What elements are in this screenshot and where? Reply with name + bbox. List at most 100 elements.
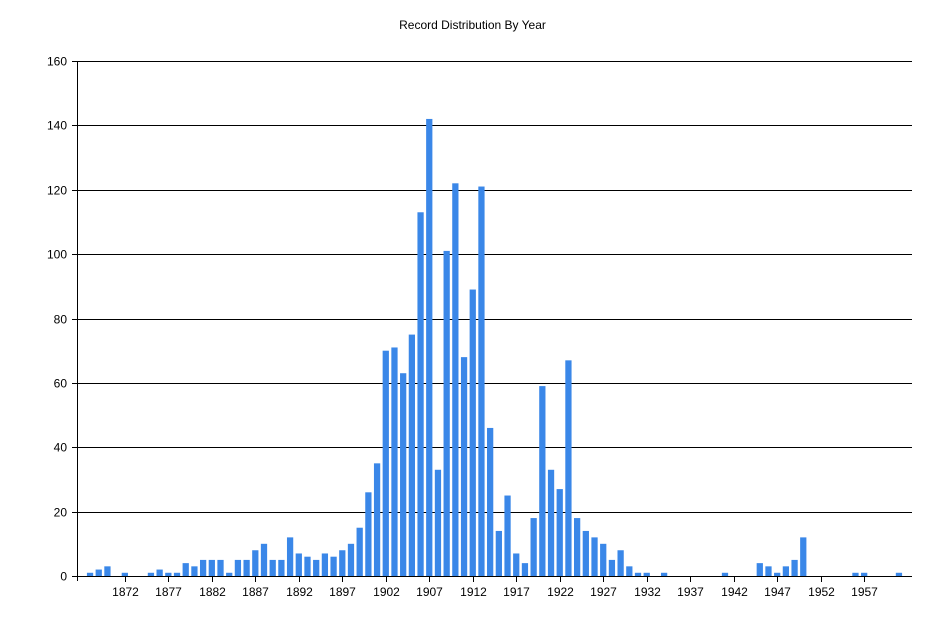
x-tick-label: 1957 xyxy=(851,585,878,599)
x-tick-label: 1937 xyxy=(677,585,704,599)
bar xyxy=(765,566,772,576)
x-tick-label: 1882 xyxy=(199,585,226,599)
x-tick-label: 1892 xyxy=(286,585,313,599)
bar xyxy=(286,537,294,577)
bar xyxy=(547,469,555,576)
bar xyxy=(895,572,903,576)
x-tick-label: 1912 xyxy=(460,585,487,599)
bar xyxy=(252,550,259,576)
bar xyxy=(452,183,459,576)
bar xyxy=(156,569,163,576)
y-tick-label: 20 xyxy=(54,506,68,520)
bar xyxy=(400,373,407,576)
bar xyxy=(426,118,433,576)
bar xyxy=(600,543,607,576)
bar xyxy=(513,553,520,576)
x-tick-label: 1887 xyxy=(242,585,269,599)
bar xyxy=(434,469,442,576)
bar xyxy=(643,572,650,576)
bar xyxy=(861,572,868,576)
bar xyxy=(95,569,102,576)
bar xyxy=(574,518,581,576)
bar xyxy=(147,572,155,576)
bar xyxy=(791,559,798,576)
bar xyxy=(199,559,207,576)
bar xyxy=(782,566,790,576)
bar xyxy=(243,559,250,576)
bar xyxy=(460,357,468,577)
bar xyxy=(339,550,346,576)
x-tick-label: 1932 xyxy=(634,585,661,599)
bar xyxy=(191,566,198,576)
bar xyxy=(382,350,389,576)
bar xyxy=(634,572,642,576)
x-tick-label: 1922 xyxy=(547,585,574,599)
bar xyxy=(260,543,268,576)
bar xyxy=(556,489,563,576)
bar xyxy=(504,495,511,576)
bar xyxy=(321,553,329,576)
bar xyxy=(800,537,807,577)
bar xyxy=(165,572,172,576)
bar xyxy=(365,492,372,576)
bar xyxy=(469,289,476,576)
bar xyxy=(443,250,450,576)
bar xyxy=(608,559,616,576)
bar xyxy=(391,347,398,576)
bar xyxy=(408,334,415,576)
bar xyxy=(660,572,668,576)
bar xyxy=(295,553,302,576)
grid-lines xyxy=(77,61,912,513)
bar xyxy=(121,572,128,576)
y-tick-label: 60 xyxy=(54,377,68,391)
x-tick-label: 1917 xyxy=(503,585,530,599)
y-tick-label: 140 xyxy=(47,119,67,133)
bar xyxy=(373,463,381,576)
bar xyxy=(173,572,181,576)
bar xyxy=(313,559,320,576)
bar xyxy=(182,563,189,577)
bar xyxy=(539,386,546,576)
x-tick-label: 1902 xyxy=(373,585,400,599)
bar xyxy=(208,559,215,576)
y-tick-label: 160 xyxy=(47,55,67,69)
y-tick-label: 120 xyxy=(47,184,67,198)
x-tick-label: 1927 xyxy=(590,585,617,599)
bar xyxy=(582,530,589,576)
bar xyxy=(487,427,494,576)
bar xyxy=(330,556,337,576)
bar xyxy=(852,572,859,576)
bar xyxy=(591,537,598,577)
x-tick-label: 1872 xyxy=(112,585,139,599)
bar xyxy=(565,360,572,576)
bar xyxy=(530,518,537,576)
bar xyxy=(104,566,111,576)
bar xyxy=(478,186,485,576)
y-tick-label: 0 xyxy=(60,570,67,584)
bar xyxy=(521,563,529,577)
bar xyxy=(217,559,224,576)
bar xyxy=(347,543,355,576)
bar xyxy=(756,563,763,577)
bar xyxy=(417,212,424,576)
x-tick-label: 1947 xyxy=(764,585,791,599)
bar xyxy=(495,530,502,576)
y-tick-label: 100 xyxy=(47,248,67,262)
x-tick-label: 1897 xyxy=(329,585,356,599)
x-tick-label: 1907 xyxy=(416,585,443,599)
tick-labels: 0 20 40 60 80 100 120 140 160 1872 1877 1882 1887 189… xyxy=(47,55,878,600)
axes xyxy=(72,61,912,582)
bars xyxy=(86,118,903,577)
chart-title: Record Distribution By Year xyxy=(399,18,546,32)
bar xyxy=(617,550,624,576)
bar xyxy=(721,572,729,576)
bar xyxy=(356,527,363,576)
y-tick-label: 80 xyxy=(54,313,68,327)
bar xyxy=(269,559,276,576)
bar xyxy=(626,566,633,576)
bar xyxy=(226,572,233,576)
x-tick-label: 1877 xyxy=(155,585,182,599)
bar xyxy=(278,559,285,576)
